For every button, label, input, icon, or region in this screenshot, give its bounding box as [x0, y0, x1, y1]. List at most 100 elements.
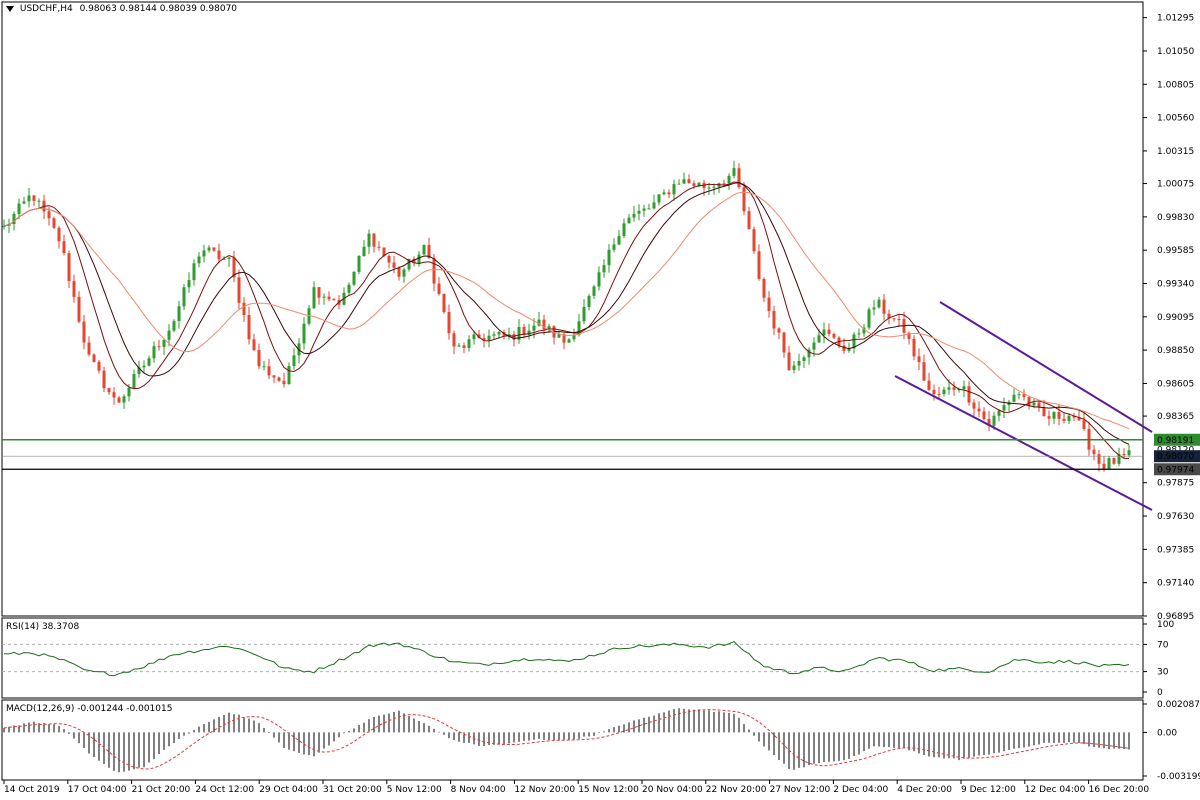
candle-body[interactable] [532, 325, 536, 331]
candle-body[interactable] [852, 334, 856, 349]
candle-body[interactable] [767, 297, 771, 311]
candle-body[interactable] [57, 227, 61, 242]
candle-body[interactable] [677, 183, 681, 185]
candle-body[interactable] [762, 278, 766, 298]
candle-body[interactable] [492, 334, 496, 336]
candle-body[interactable] [732, 168, 736, 176]
candle-body[interactable] [1032, 402, 1036, 406]
candle-body[interactable] [832, 333, 836, 338]
candle-body[interactable] [142, 365, 146, 368]
candle-body[interactable] [422, 244, 426, 255]
candle-body[interactable] [482, 338, 486, 341]
candle-body[interactable] [572, 334, 576, 340]
candle-body[interactable] [972, 402, 976, 409]
candle-body[interactable] [932, 389, 936, 395]
candle-body[interactable] [727, 175, 731, 184]
candle-body[interactable] [542, 319, 546, 330]
candle-body[interactable] [197, 256, 201, 264]
candle-body[interactable] [267, 366, 271, 376]
candle-body[interactable] [407, 258, 411, 270]
candle-body[interactable] [607, 249, 611, 266]
candle-body[interactable] [592, 286, 596, 296]
candle-body[interactable] [377, 246, 381, 248]
candle-body[interactable] [802, 357, 806, 362]
candle-body[interactable] [397, 267, 401, 277]
candle-body[interactable] [647, 208, 651, 210]
candle-body[interactable] [412, 258, 416, 264]
candle-body[interactable] [277, 377, 281, 381]
candle-body[interactable] [857, 333, 861, 335]
candle-body[interactable] [682, 179, 686, 184]
candle-body[interactable] [792, 365, 796, 370]
candle-body[interactable] [1122, 454, 1126, 456]
candle-body[interactable] [432, 258, 436, 284]
candle-body[interactable] [587, 295, 591, 307]
candle-body[interactable] [427, 244, 431, 259]
candle-body[interactable] [27, 195, 31, 202]
candle-body[interactable] [1027, 397, 1031, 406]
candle-body[interactable] [692, 183, 696, 186]
candle-body[interactable] [402, 269, 406, 277]
candle-body[interactable] [362, 246, 366, 256]
candle-body[interactable] [167, 330, 171, 340]
candle-body[interactable] [642, 208, 646, 211]
candle-body[interactable] [287, 366, 291, 385]
candle-body[interactable] [147, 358, 151, 366]
candle-body[interactable] [237, 277, 241, 303]
candle-body[interactable] [232, 257, 236, 278]
candle-body[interactable] [797, 361, 801, 366]
candle-body[interactable] [387, 256, 391, 263]
candle-body[interactable] [622, 223, 626, 237]
candle-body[interactable] [982, 411, 986, 420]
candle-body[interactable] [822, 329, 826, 336]
candle-body[interactable] [632, 213, 636, 218]
candle-body[interactable] [897, 319, 901, 321]
candle-body[interactable] [652, 202, 656, 209]
candle-body[interactable] [32, 195, 36, 201]
candle-body[interactable] [1102, 463, 1106, 469]
candle-body[interactable] [1097, 454, 1101, 464]
candle-body[interactable] [452, 333, 456, 347]
candle-body[interactable] [667, 192, 671, 195]
candle-body[interactable] [327, 296, 331, 300]
candle-body[interactable] [1002, 405, 1006, 411]
candle-body[interactable] [962, 386, 966, 390]
candle-body[interactable] [992, 415, 996, 426]
candle-body[interactable] [87, 342, 91, 355]
candle-body[interactable] [192, 263, 196, 281]
candle-body[interactable] [212, 247, 216, 251]
candle-body[interactable] [207, 247, 211, 251]
candle-body[interactable] [12, 214, 16, 225]
candle-body[interactable] [357, 255, 361, 272]
candle-body[interactable] [567, 339, 571, 343]
candle-body[interactable] [517, 326, 521, 340]
candle-body[interactable] [382, 247, 386, 257]
candle-body[interactable] [827, 329, 831, 334]
candle-body[interactable] [892, 318, 896, 320]
candle-body[interactable] [442, 294, 446, 313]
channel-lower-line[interactable] [894, 375, 1153, 511]
candle-body[interactable] [1127, 450, 1131, 456]
candle-body[interactable] [612, 244, 616, 250]
candle-body[interactable] [722, 183, 726, 185]
candle-body[interactable] [1117, 454, 1121, 464]
candle-body[interactable] [462, 345, 466, 348]
channel-upper-line[interactable] [939, 301, 1153, 433]
candle-body[interactable] [772, 310, 776, 329]
candle-body[interactable] [72, 281, 76, 297]
candle-body[interactable] [887, 313, 891, 319]
candle-body[interactable] [202, 250, 206, 257]
candle-body[interactable] [127, 388, 131, 397]
candle-body[interactable] [1092, 449, 1096, 455]
candle-body[interactable] [317, 287, 321, 298]
candle-body[interactable] [1047, 416, 1051, 419]
candle-body[interactable] [687, 179, 691, 184]
candle-body[interactable] [602, 265, 606, 273]
candle-body[interactable] [182, 287, 186, 307]
candle-body[interactable] [1062, 418, 1066, 421]
candle-body[interactable] [1082, 420, 1086, 429]
candle-body[interactable] [102, 370, 106, 389]
candle-body[interactable] [157, 346, 161, 348]
candle-body[interactable] [17, 203, 21, 215]
